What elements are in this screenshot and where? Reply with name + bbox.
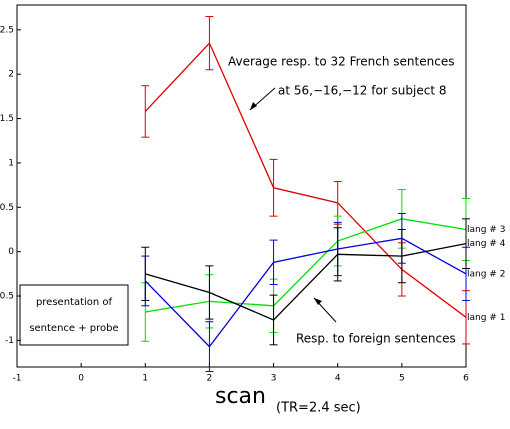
series-line (144, 237, 467, 348)
x-tick-label: 1 (142, 374, 148, 384)
series-label: lang # 3 (467, 225, 505, 235)
y-tick-label: -1 (5, 336, 14, 346)
annotation: at 56,−16,−12 for subject 8 (278, 84, 447, 98)
x-axis-note: (TR=2.4 sec) (276, 401, 361, 416)
annotation-box (19, 284, 129, 346)
y-tick-label: 1.5 (0, 114, 14, 124)
y-tick-label: 0 (8, 247, 14, 257)
series-line (144, 41, 467, 318)
arrow-head (250, 102, 257, 110)
y-tick-label: -0.5 (0, 292, 14, 302)
y-tick-label: 2.5 (0, 25, 14, 35)
box-text: presentation of (36, 297, 113, 308)
x-tick-label: 2 (207, 374, 213, 384)
series-label: lang # 4 (467, 239, 506, 249)
box-text: sentence + probe (29, 323, 118, 334)
series-line (145, 218, 467, 313)
y-tick-label: 2 (8, 70, 14, 80)
x-tick-label: 4 (335, 374, 341, 384)
series-line (145, 243, 467, 321)
x-tick-label: -1 (13, 374, 22, 384)
y-tick-label: 0.5 (0, 203, 14, 213)
series-label: lang # 2 (467, 269, 505, 279)
x-tick-label: 5 (399, 374, 405, 384)
x-tick-label: 3 (271, 374, 277, 384)
annotation: Resp. to foreign sentences (296, 332, 456, 346)
x-axis-label: scan (215, 384, 266, 409)
annotation: Average resp. to 32 French sentences (228, 55, 454, 69)
x-tick-label: 6 (463, 374, 469, 384)
y-tick-label: 1 (8, 158, 14, 168)
series-label: lang # 1 (467, 313, 505, 323)
plot-frame (16, 4, 467, 368)
x-tick-label: 0 (78, 374, 84, 384)
arrow-head (314, 298, 322, 305)
